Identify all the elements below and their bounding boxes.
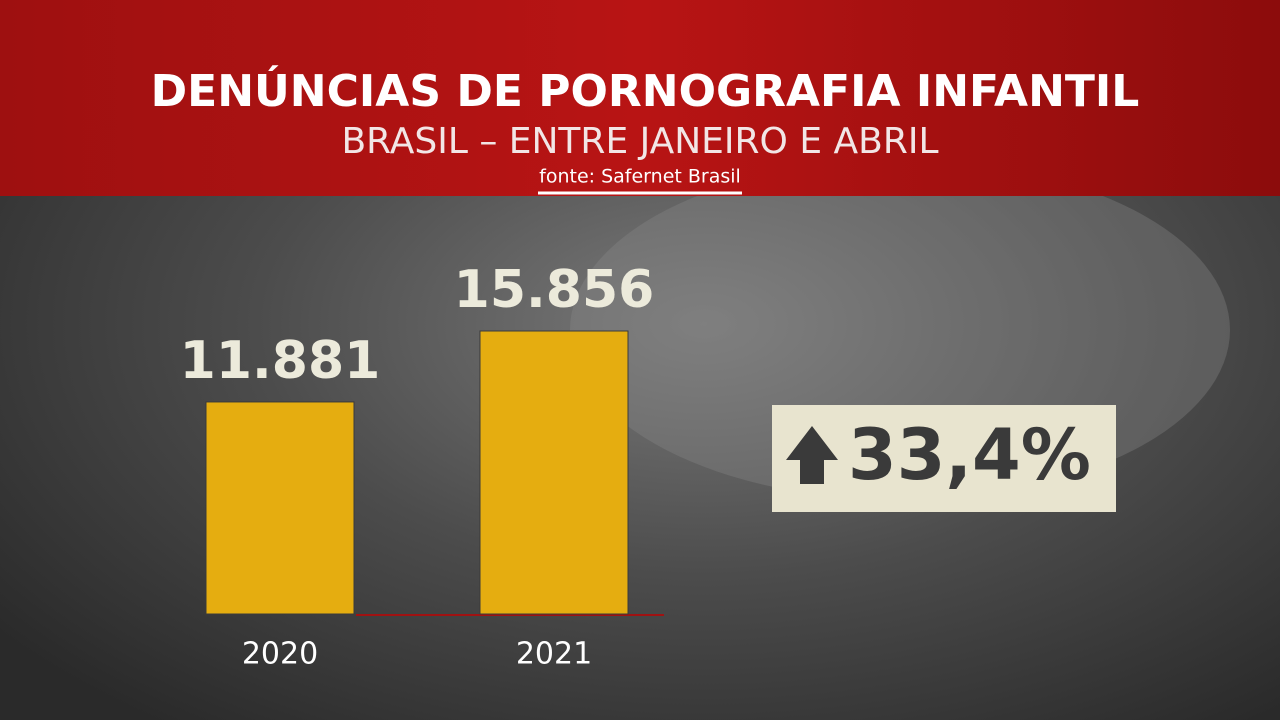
value-label: 11.881 bbox=[180, 331, 381, 391]
value-label: 15.856 bbox=[454, 260, 655, 320]
chart-title: DENÚNCIAS DE PORNOGRAFIA INFANTIL bbox=[151, 64, 1140, 117]
x-tick-label: 2021 bbox=[516, 637, 592, 672]
banner bbox=[0, 0, 1280, 196]
bar bbox=[205, 401, 355, 615]
x-tick-label: 2020 bbox=[242, 637, 318, 672]
chart-subtitle: BRASIL – ENTRE JANEIRO E ABRIL bbox=[341, 121, 938, 162]
bar bbox=[479, 330, 629, 615]
up-arrow bbox=[786, 426, 838, 484]
source: fonte: Safernet Brasil bbox=[539, 166, 741, 188]
annotation: 33,4% bbox=[848, 414, 1091, 496]
